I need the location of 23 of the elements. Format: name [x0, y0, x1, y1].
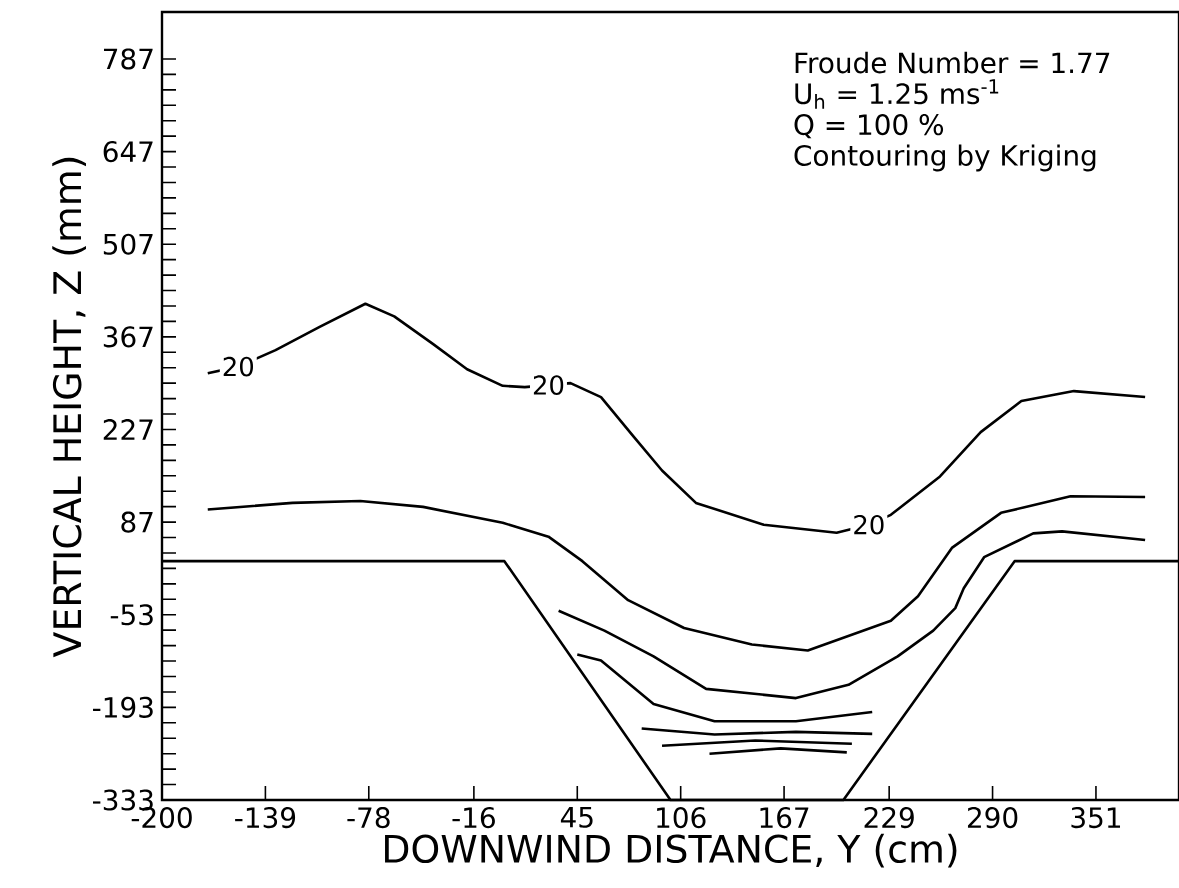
y-tick-label: 87 — [121, 511, 153, 533]
y-tick-label: 227 — [103, 419, 153, 440]
x-tick-label: 229 — [864, 807, 914, 829]
x-tick-label: 167 — [760, 807, 809, 829]
x-tick-label: 351 — [1071, 807, 1120, 829]
annotation: Q = 100 % — [794, 114, 944, 139]
y-tick-label: 507 — [103, 233, 153, 255]
y-tick-label: 367 — [103, 326, 153, 348]
y-tick-label: 647 — [103, 141, 153, 163]
y-tick-label: -193 — [93, 696, 153, 718]
annotation: Contouring by Kriging — [794, 144, 1096, 172]
y-axis-title: VERTICAL HEIGHT, Z (mm) — [52, 157, 86, 658]
x-tick-label: -78 — [347, 807, 390, 829]
x-axis-title: DOWNWIND DISTANCE, Y (cm) — [385, 833, 957, 868]
x-tick-label: -16 — [452, 807, 495, 829]
x-tick-label: 290 — [967, 807, 1018, 829]
x-tick-label: -139 — [235, 807, 296, 829]
y-tick-label: 787 — [104, 48, 153, 70]
x-tick-label: 106 — [657, 807, 706, 829]
y-tick-label: -53 — [110, 604, 153, 626]
x-tick-label: 45 — [560, 807, 593, 828]
annotation: U$_{h}$ = 1.25 ms$^{-1}$ — [795, 79, 999, 109]
annotation: Froude Number = 1.77 — [795, 51, 1110, 74]
